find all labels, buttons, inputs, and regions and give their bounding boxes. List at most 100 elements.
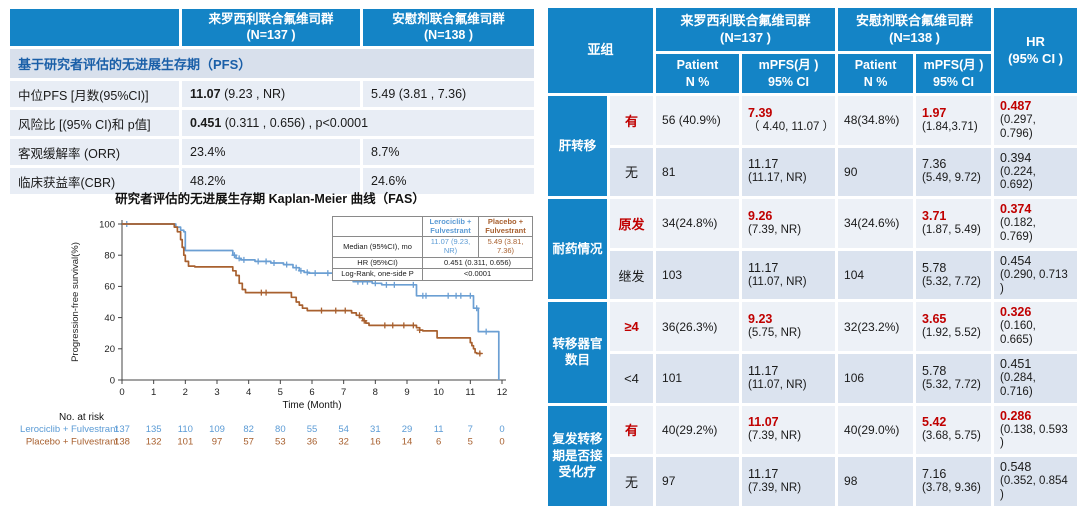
mpfs-ci: (3.68, 5.75) <box>922 430 981 443</box>
cell: 34(24.8%) <box>653 196 743 251</box>
sublabel: 有 <box>606 93 657 148</box>
mpfs-value: 5.42 <box>922 415 947 430</box>
svg-text:135: 135 <box>146 424 162 435</box>
svg-text:11: 11 <box>434 424 444 435</box>
mpfs-value: 7.36 <box>922 157 947 172</box>
mpfs-value: 7.39 <box>748 105 773 120</box>
svg-text:80: 80 <box>104 251 115 262</box>
value-rest: (9.23 , NR) <box>220 87 286 102</box>
svg-text:109: 109 <box>209 424 225 435</box>
mpfs-ci: (7.39, NR) <box>748 482 802 495</box>
svg-text:100: 100 <box>99 219 115 230</box>
group-label: 肝转移 <box>545 92 610 200</box>
cell: 11.17 (11.17, NR) <box>739 144 839 200</box>
left-panel: 来罗西利联合氟维司群 (N=137 ) 安慰剂联合氟维司群 (N=138 ) 基… <box>0 0 540 452</box>
svg-text:16: 16 <box>370 437 381 448</box>
mpfs-ci: （ 4.40, 11.07 ） <box>748 120 835 133</box>
table-row: HR (95%CI) 0.451 (0.311, 0.656) <box>332 256 533 270</box>
cell: 56 (40.9%) <box>653 93 743 148</box>
cell: 11.17 (7.39, NR) <box>739 454 839 509</box>
hr-ci: (0.224, 0.692) <box>1000 165 1036 192</box>
cell: 3.65 (1.92, 5.52) <box>913 299 995 354</box>
cell: 48.2% <box>179 165 363 198</box>
right-panel: 亚组 来罗西利联合氟维司群 (N=137 ) 安慰剂联合氟维司群 (N=138 … <box>540 0 1080 509</box>
cell: 48(34.8%) <box>835 93 917 148</box>
section-title: 基于研究者评估的无进展生存期（PFS） <box>7 46 537 82</box>
cell: 0.548 (0.352, 0.854 ) <box>991 454 1080 509</box>
svg-text:0: 0 <box>499 424 504 435</box>
hr-ci: (0.290, 0.713 ) <box>1000 268 1068 295</box>
cell: 97 <box>653 454 743 509</box>
arm1-header: 来罗西利联合氟维司群 (N=137 ) <box>653 5 839 54</box>
value-rest: (0.311 , 0.656) , p<0.0001 <box>221 116 369 131</box>
mpfs-ci: (5.32, 7.72) <box>922 275 981 288</box>
cell: 23.4% <box>179 136 363 169</box>
cell: 1.97 (1.84,3.71) <box>913 93 995 148</box>
table-row: 无 97 11.17 (7.39, NR) 98 7.16 (3.78, 9.36)… <box>547 454 1080 509</box>
svg-text:No. at risk: No. at risk <box>59 412 105 423</box>
sublabel: 无 <box>606 454 657 509</box>
mpfs-ci: (1.87, 5.49) <box>922 224 981 237</box>
row-label: 客观缓解率 (ORR) <box>7 136 182 169</box>
table-row: 中位PFS [月数(95%CI)] 11.07 (9.23 , NR) 5.49… <box>7 78 537 111</box>
cell: 9.26 (7.39, NR) <box>739 196 839 251</box>
hr-value: 0.487 <box>1000 99 1032 113</box>
table-row: 肝转移 有 56 (40.9%) 7.39 （ 4.40, 11.07 ） 48(… <box>545 92 1080 200</box>
km-chart-title: 研究者评估的无进展生存期 Kaplan-Meier 曲线（FAS） <box>115 192 425 206</box>
sublabel: <4 <box>606 350 657 406</box>
sublabel: 继发 <box>606 247 657 303</box>
svg-text:10: 10 <box>433 387 444 398</box>
cell: 5.49 (3.81, 7.36) <box>478 236 533 258</box>
cell: 40(29.2%) <box>653 402 743 458</box>
table-subheader-row: Patient N % mPFS(月 ) 95% CI Patient N % … <box>547 51 1079 96</box>
svg-text:60: 60 <box>104 282 115 293</box>
hr-value: 0.326 <box>1000 305 1032 320</box>
value-bold: 11.07 <box>190 87 221 102</box>
row-label: 中位PFS [月数(95%CI)] <box>7 78 182 111</box>
row-label: 临床获益率(CBR) <box>7 165 182 198</box>
table-header-row: 亚组 来罗西利联合氟维司群 (N=137 ) 安慰剂联合氟维司群 (N=138 … <box>544 5 1080 96</box>
svg-text:6: 6 <box>436 437 441 448</box>
svg-text:11: 11 <box>465 387 475 398</box>
svg-text:0: 0 <box>499 437 504 448</box>
svg-text:0: 0 <box>119 387 124 398</box>
cell: 7.39 （ 4.40, 11.07 ） <box>739 93 839 148</box>
hr-ci: (0.138, 0.593 ) <box>1000 423 1068 450</box>
group-label: 耐药情况 <box>545 196 610 303</box>
svg-text:4: 4 <box>246 387 251 398</box>
svg-text:97: 97 <box>212 437 223 448</box>
mpfs-value: 11.07 <box>748 415 779 430</box>
mpfs-ci: (1.92, 5.52) <box>922 327 981 340</box>
cell: <0.0001 <box>422 268 533 281</box>
mpfs-ci: (1.84,3.71) <box>922 120 978 133</box>
mpfs-ci: (5.49, 9.72) <box>922 172 981 185</box>
cell: 7.16 (3.78, 9.36) <box>913 454 995 509</box>
mpfs-value: 9.23 <box>748 312 773 327</box>
group-label: 转移器官 数目 <box>545 299 610 406</box>
hr-header: HR (95% CI ) <box>991 5 1080 96</box>
svg-text:0: 0 <box>110 375 115 386</box>
mpfs-header: mPFS(月 ) 95% CI <box>739 51 839 96</box>
hr-ci: (0.284, 0.716) <box>1000 371 1036 398</box>
sublabel: 原发 <box>606 196 657 251</box>
hr-ci: (0.160, 0.665) <box>1000 320 1036 347</box>
svg-text:5: 5 <box>278 387 283 398</box>
patient-header: Patient N % <box>653 51 743 96</box>
cell: 103 <box>653 247 743 303</box>
mpfs-ci: (11.17, NR) <box>748 172 807 185</box>
cell: 5.78 (5.32, 7.72) <box>913 247 995 303</box>
cell: 0.394 (0.224, 0.692) <box>991 144 1080 200</box>
patient-header: Patient N % <box>835 51 917 96</box>
cell: 104 <box>835 247 917 303</box>
table-header-row: 来罗西利联合氟维司群 (N=137 ) 安慰剂联合氟维司群 (N=138 ) <box>7 5 537 50</box>
legend-arm1: Lerociclib + Fulvestrant <box>422 215 479 238</box>
cell: 5.78 (5.32, 7.72) <box>913 350 995 406</box>
svg-text:132: 132 <box>146 437 162 448</box>
value-bold: 0.451 <box>190 116 222 131</box>
cell: 3.71 (1.87, 5.49) <box>913 196 995 251</box>
table-row: 临床获益率(CBR) 48.2% 24.6% <box>7 165 537 198</box>
mpfs-ci: (11.07, NR) <box>748 275 807 288</box>
svg-text:101: 101 <box>177 437 193 448</box>
svg-text:110: 110 <box>178 424 193 435</box>
